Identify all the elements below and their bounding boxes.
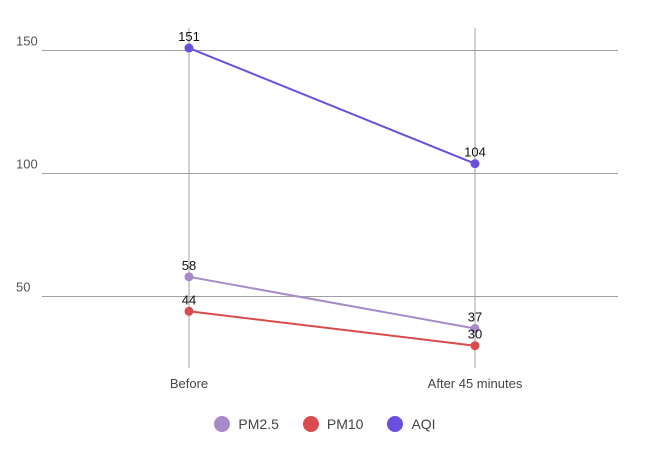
series-line-aqi bbox=[188, 47, 476, 165]
legend: PM2.5 PM10 AQI bbox=[0, 416, 650, 432]
data-point-aqi-1 bbox=[470, 159, 480, 169]
y-tick-label-150: 150 bbox=[16, 34, 38, 49]
legend-swatch bbox=[387, 416, 404, 432]
data-point-pm10-1 bbox=[470, 341, 480, 351]
data-point-pm25-1 bbox=[470, 323, 480, 333]
y-tick-label-50: 50 bbox=[16, 280, 30, 295]
data-label-aqi-0: 151 bbox=[178, 29, 200, 44]
legend-item-aqi: AQI bbox=[387, 416, 436, 432]
data-label-pm10-0: 44 bbox=[182, 292, 196, 307]
series-line-pm10 bbox=[188, 310, 476, 347]
legend-label: PM2.5 bbox=[238, 416, 279, 432]
x-tick-label-1: After 45 minutes bbox=[428, 376, 523, 391]
legend-item-pm10: PM10 bbox=[302, 416, 364, 432]
legend-label: AQI bbox=[411, 416, 436, 432]
legend-swatch bbox=[214, 416, 231, 432]
y-tick-label-100: 100 bbox=[16, 157, 38, 172]
line-chart: 50 100 150 Before After 45 minutes 58 37 44 30 15… bbox=[16, 28, 618, 391]
legend-label: PM10 bbox=[326, 416, 364, 432]
data-label-pm25-1: 37 bbox=[468, 309, 482, 324]
data-label-aqi-1: 104 bbox=[464, 145, 486, 160]
x-tick-label-0: Before bbox=[170, 376, 208, 391]
legend-item-pm25: PM2.5 bbox=[214, 416, 279, 432]
data-point-pm10-0 bbox=[184, 306, 194, 316]
legend-swatch bbox=[302, 416, 319, 432]
data-point-aqi-0 bbox=[184, 43, 194, 53]
data-label-pm25-0: 58 bbox=[182, 258, 196, 273]
data-label-pm10-1: 30 bbox=[468, 327, 482, 342]
data-point-pm25-0 bbox=[184, 272, 194, 282]
series-line-pm25 bbox=[188, 275, 476, 330]
